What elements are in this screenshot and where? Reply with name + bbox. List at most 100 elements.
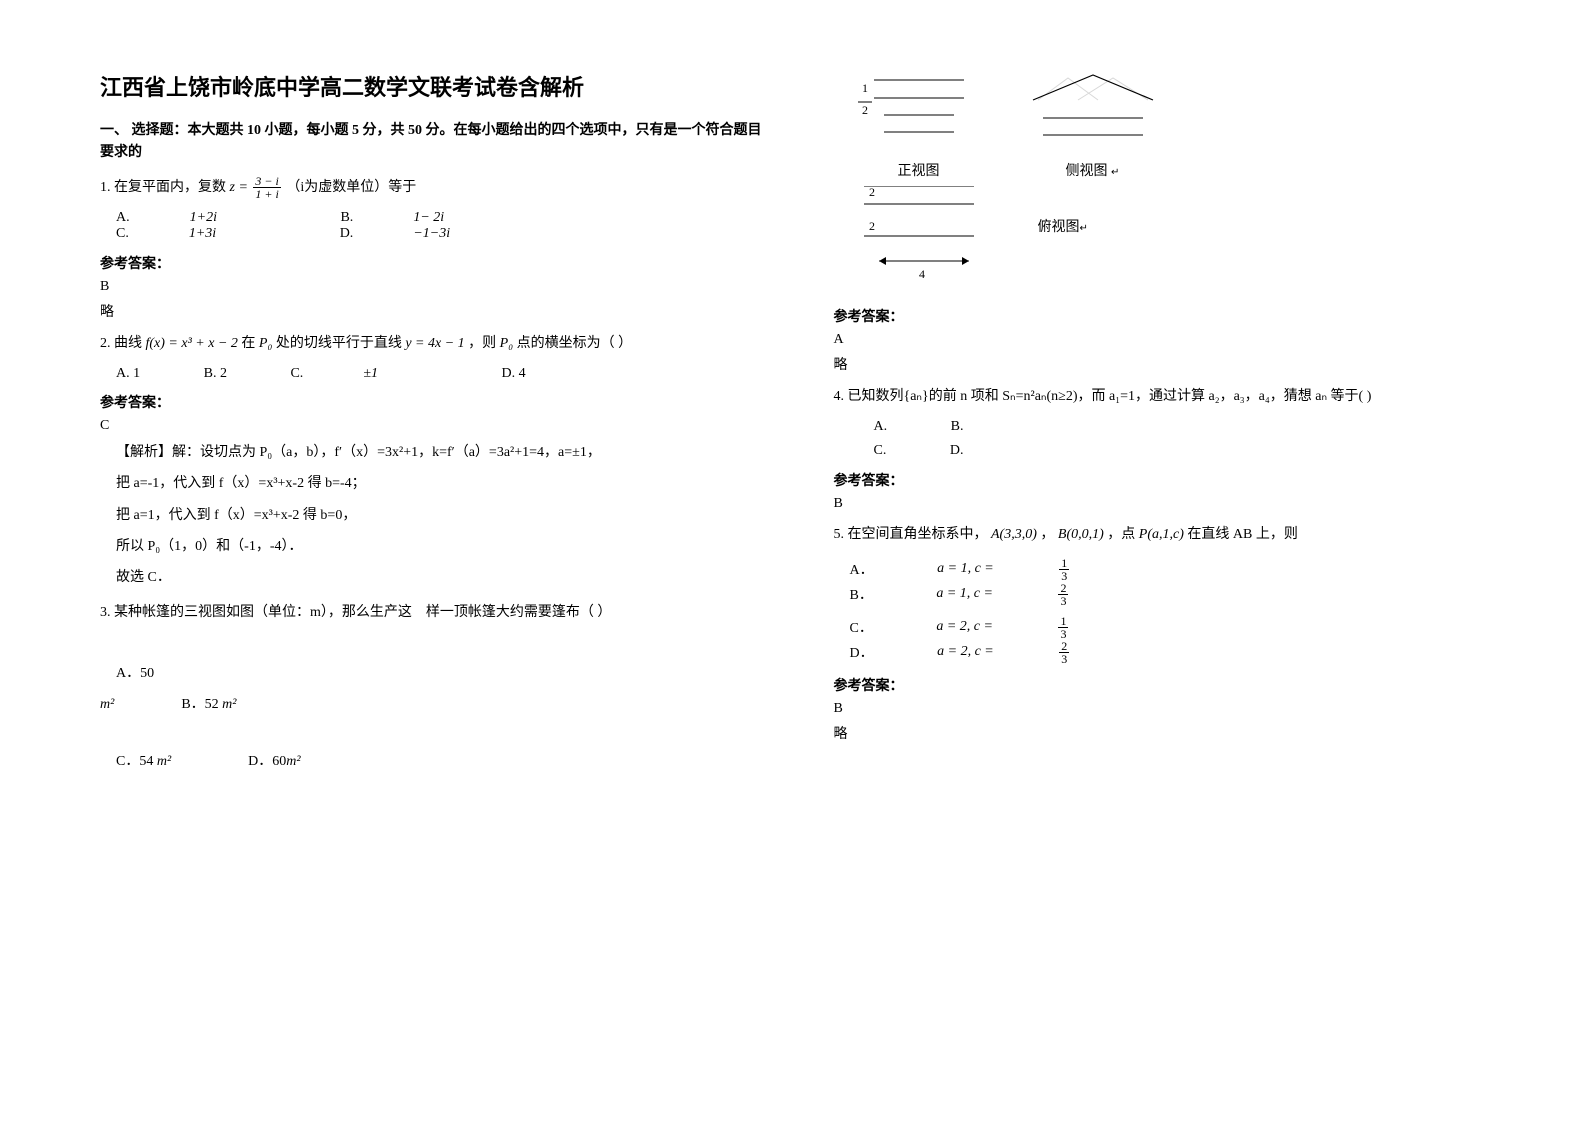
q5-options-row2: C． a = 2, c = 1 3 D． a = 2, c = 2 3 xyxy=(850,615,1508,665)
q4-answer: B xyxy=(834,496,1508,512)
q5-options-row1: A． a = 1, c = 1 3 B． a = 1, c = 2 3 xyxy=(850,557,1508,607)
q2-answer-label: 参考答案： xyxy=(100,392,774,412)
q2-stem: 2. 曲线 f(x) = x³ + x − 2 在 P₀ 处的切线平行于直线 y… xyxy=(100,331,774,356)
q2-options: A. 1 B. 2 C. ±1 D. 4 xyxy=(116,366,774,382)
q5-optC-frac: 1 3 xyxy=(1058,615,1128,640)
q2-optA: A. 1 xyxy=(116,366,140,382)
q1-prefix: 1. 在复平面内，复数 xyxy=(100,180,230,195)
q2-answer: C xyxy=(100,418,774,434)
q3-optA: A．50 xyxy=(116,666,154,681)
q1-options: A.1+2i B.1− 2i C.1+3i D.−1−3i xyxy=(116,210,774,243)
q2-optD: D. 4 xyxy=(502,366,526,382)
q5-stem: 5. 在空间直角坐标系中， A(3,3,0) ， B(0,0,1) ，点 P(a… xyxy=(834,522,1508,547)
q5-sep1: ， xyxy=(1040,527,1054,542)
q5-note: 略 xyxy=(834,723,1508,743)
q3-optD: D．60 xyxy=(248,754,286,769)
q5-B: B(0,0,1) xyxy=(1058,527,1104,542)
q1-answer: B xyxy=(100,279,774,295)
q5-optA: A． a = 1, c = 1 3 xyxy=(850,557,1190,582)
three-views-diagram: 1 2 正视图 侧视图 ↵ xyxy=(854,70,1508,286)
right-column: 1 2 正视图 侧视图 ↵ xyxy=(834,70,1508,780)
q2-line: y = 4x − 1 xyxy=(405,336,464,351)
q2-expl5: 故选 C． xyxy=(116,565,774,590)
page-container: 江西省上饶市岭底中学高二数学文联考试卷含解析 一、 选择题：本大题共 10 小题… xyxy=(0,0,1587,820)
q5-answer: B xyxy=(834,701,1508,717)
q3-opts-row1b: m² B．52 m² xyxy=(100,693,774,713)
q4-optC: C. xyxy=(874,443,887,459)
top-view: 2 2 4 xyxy=(854,186,1004,286)
q5-optB: B． a = 1, c = 2 3 xyxy=(850,582,1189,607)
q3-unitA: m² xyxy=(100,697,114,712)
q1-answer-label: 参考答案： xyxy=(100,253,774,273)
q1-note: 略 xyxy=(100,301,774,321)
dim-2: 2 xyxy=(862,103,868,117)
q5-P: P(a,1,c) xyxy=(1139,527,1184,542)
q2-mid3: ，则 xyxy=(468,336,500,351)
q4-optA: A. xyxy=(874,419,888,435)
q1-fraction: 3 − i 1 + i xyxy=(253,175,280,200)
top-view-svg: 2 2 4 xyxy=(854,186,1004,286)
q1-stem: 1. 在复平面内，复数 z = 3 − i 1 + i （i为虚数单位）等于 xyxy=(100,175,774,200)
q4-stem: 4. 已知数列{aₙ}的前 n 项和 Sₙ=n²aₙ(n≥2)，而 a₁=1，通… xyxy=(834,384,1508,409)
front-view-label: 正视图 xyxy=(854,160,984,180)
side-view-svg xyxy=(1018,70,1168,160)
views-row2: 2 2 4 俯视图↵ xyxy=(854,186,1508,286)
q4-options-row1: A. B. xyxy=(874,419,1508,435)
q1-suffix: （i为虚数单位）等于 xyxy=(286,180,416,195)
q3-answer: A xyxy=(834,332,1508,348)
q1-optA: A.1+2i xyxy=(116,210,277,226)
q3-answer-label: 参考答案： xyxy=(834,306,1508,326)
views-row1: 1 2 正视图 侧视图 ↵ xyxy=(854,70,1508,180)
q2-p0a: P₀ xyxy=(259,336,272,351)
q5-answer-label: 参考答案： xyxy=(834,675,1508,695)
q1-optB: B.1− 2i xyxy=(340,210,504,226)
q1-optD: D.−1−3i xyxy=(340,226,510,242)
q2-mid4: 点的横坐标为（ ） xyxy=(517,336,633,351)
q3-optB: B．52 xyxy=(181,697,222,712)
q3-unitD: m² xyxy=(286,754,300,769)
q5-sep2: ，点 xyxy=(1107,527,1139,542)
q5-A: A(3,3,0) xyxy=(991,527,1037,542)
left-column: 江西省上饶市岭底中学高二数学文联考试卷含解析 一、 选择题：本大题共 10 小题… xyxy=(100,70,774,780)
q3-optC: C．54 xyxy=(116,754,157,769)
q4-options-row2: C. D. xyxy=(874,443,1508,459)
q2-formula: f(x) = x³ + x − 2 xyxy=(146,336,238,351)
q3-unitB: m² xyxy=(222,697,236,712)
section-1-header: 一、 选择题：本大题共 10 小题，每小题 5 分，共 50 分。在每小题给出的… xyxy=(100,120,774,165)
q3-stem: 3. 某种帐篷的三视图如图（单位：m），那么生产这 样一顶帐篷大约需要篷布（ ） xyxy=(100,600,774,625)
q4-answer-label: 参考答案： xyxy=(834,470,1508,490)
q2-prefix: 2. 曲线 xyxy=(100,336,146,351)
q2-mid2: 处的切线平行于直线 xyxy=(276,336,406,351)
q4-optB: B. xyxy=(951,419,964,435)
exam-title: 江西省上饶市岭底中学高二数学文联考试卷含解析 xyxy=(100,70,774,102)
top-view-label-box: 俯视图↵ xyxy=(1038,186,1088,236)
q2-expl3: 把 a=1，代入到 f（x）=x³+x-2 得 b=0， xyxy=(116,503,774,528)
dim-1: 1 xyxy=(862,81,868,95)
top-view-label: 俯视图↵ xyxy=(1038,216,1088,236)
dim-4: 4 xyxy=(919,267,925,281)
q3-note: 略 xyxy=(834,354,1508,374)
q3-unitC: m² xyxy=(157,754,171,769)
q4-optD: D. xyxy=(950,443,964,459)
q1-optC: C.1+3i xyxy=(116,226,276,242)
q3-opts-row2: C．54 m² D．60m² xyxy=(116,749,774,774)
q2-mid1: 在 xyxy=(241,336,259,351)
q5-prefix: 5. 在空间直角坐标系中， xyxy=(834,527,988,542)
dim-top-2b: 2 xyxy=(869,219,875,233)
q2-optC: C. ±1 xyxy=(290,366,438,382)
side-view-label: 侧视图 ↵ xyxy=(1018,160,1168,180)
side-view: 侧视图 ↵ xyxy=(1018,70,1168,180)
q5-suffix: 在直线 AB 上，则 xyxy=(1187,527,1297,542)
q2-p0b: P₀ xyxy=(500,336,513,351)
q2-expl1: 【解析】解：设切点为 P₀（a，b），f′（x）=3x²+1，k=f′（a）=3… xyxy=(116,440,774,465)
q1-z-eq: z = xyxy=(230,180,248,195)
q2-expl4: 所以 P₀（1，0）和（-1，-4）． xyxy=(116,534,774,559)
q5-optB-frac: 2 3 xyxy=(1058,582,1128,607)
q1-frac-den: 1 + i xyxy=(253,188,280,200)
q5-optD: D． a = 2, c = 2 3 xyxy=(850,640,1190,665)
q2-optB: B. 2 xyxy=(204,366,227,382)
dim-top-2a: 2 xyxy=(869,186,875,199)
q5-optD-frac: 2 3 xyxy=(1059,640,1129,665)
q5-optA-frac: 1 3 xyxy=(1059,557,1129,582)
q3-opts-row1: A．50 xyxy=(116,661,774,686)
